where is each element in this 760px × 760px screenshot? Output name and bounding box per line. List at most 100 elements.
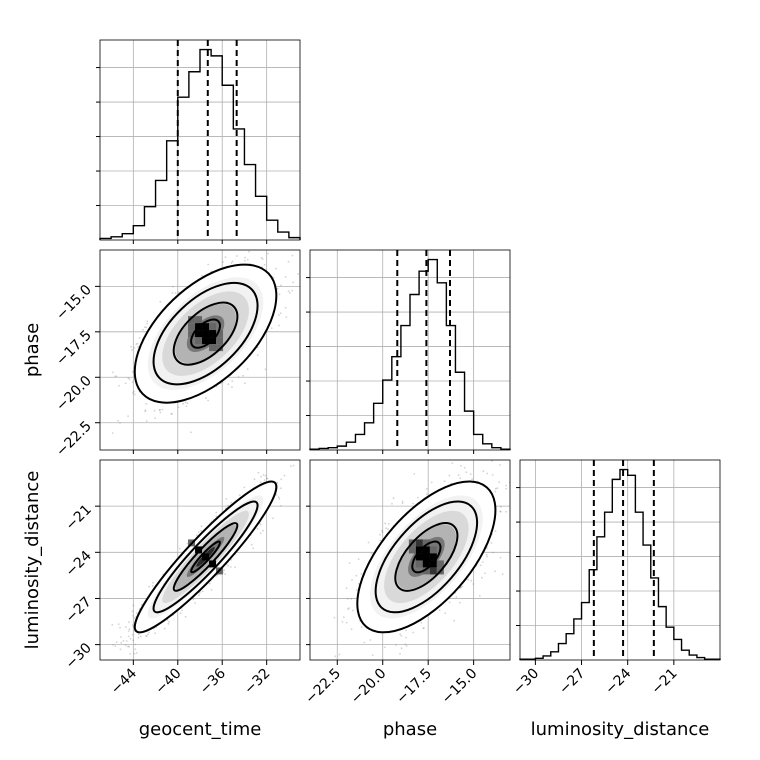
scatter-point bbox=[134, 648, 137, 651]
contour-level-2 bbox=[152, 500, 259, 614]
scatter-point bbox=[145, 402, 148, 405]
scatter-point bbox=[494, 487, 497, 490]
scatter-point bbox=[161, 408, 164, 411]
density-cell bbox=[188, 316, 196, 324]
scatter-point bbox=[237, 376, 240, 378]
scatter-point bbox=[252, 547, 255, 550]
density-cell bbox=[436, 560, 444, 568]
scatter-point bbox=[260, 256, 263, 259]
scatter-point bbox=[491, 460, 494, 462]
scatter-point bbox=[448, 601, 451, 604]
scatter-point bbox=[369, 639, 372, 641]
scatter-point bbox=[275, 267, 277, 270]
scatter-point bbox=[118, 384, 120, 387]
scatter-point bbox=[280, 478, 283, 481]
scatter-point bbox=[453, 619, 456, 622]
scatter-point bbox=[455, 596, 458, 598]
scatter-point bbox=[500, 506, 502, 508]
density-cell bbox=[429, 553, 437, 561]
scatter-point bbox=[458, 601, 461, 604]
scatter-point bbox=[297, 273, 299, 275]
scatter-point bbox=[350, 598, 353, 600]
scatter-point bbox=[499, 556, 502, 559]
x-axis-label-geocent_time: geocent_time bbox=[139, 719, 262, 740]
scatter-point bbox=[198, 591, 201, 594]
scatter-point bbox=[132, 639, 135, 642]
scatter-point bbox=[287, 260, 290, 263]
scatter-point bbox=[491, 474, 494, 476]
scatter-point bbox=[132, 392, 134, 394]
scatter-point bbox=[405, 636, 407, 639]
scatter-point bbox=[114, 375, 117, 378]
density-cell bbox=[202, 330, 210, 338]
density-cell bbox=[422, 553, 430, 561]
histogram-step-luminosity_distance bbox=[519, 468, 721, 660]
scatter-point bbox=[130, 345, 133, 348]
scatter-point bbox=[405, 645, 408, 647]
scatter-point bbox=[496, 487, 499, 489]
scatter-point bbox=[138, 337, 141, 339]
scatter-point bbox=[159, 300, 162, 303]
scatter-point bbox=[279, 312, 282, 315]
scatter-point bbox=[459, 477, 462, 479]
scatter-point bbox=[145, 420, 148, 423]
scatter-point bbox=[481, 576, 483, 579]
scatter-point bbox=[355, 574, 358, 577]
y-tick-label-luminosity_distance: −24 bbox=[63, 548, 95, 580]
scatter-point bbox=[280, 284, 282, 287]
scatter-point bbox=[287, 290, 290, 292]
scatter-point bbox=[385, 527, 387, 530]
scatter-point bbox=[229, 566, 232, 568]
scatter-point bbox=[346, 597, 349, 600]
density-cell bbox=[422, 567, 430, 575]
x-tick-label-luminosity_distance: −24 bbox=[602, 665, 634, 697]
scatter-point bbox=[492, 551, 494, 554]
scatter-point bbox=[244, 382, 246, 385]
scatter-point bbox=[134, 643, 137, 646]
density-cell bbox=[195, 337, 203, 345]
scatter-point bbox=[413, 473, 416, 475]
scatter-point bbox=[163, 627, 166, 630]
scatter-point bbox=[260, 475, 262, 478]
scatter-point bbox=[242, 374, 244, 377]
panel-frame bbox=[99, 249, 301, 451]
scatter-point bbox=[399, 633, 402, 635]
scatter-point bbox=[472, 583, 475, 585]
contour-level-3 bbox=[356, 480, 497, 634]
scatter-point bbox=[227, 565, 230, 567]
scatter-content bbox=[333, 460, 510, 658]
scatter-point bbox=[360, 626, 363, 628]
scatter-point bbox=[128, 378, 131, 381]
scatter-panel-geocent_time-phase bbox=[99, 249, 301, 451]
scatter-point bbox=[334, 655, 337, 658]
scatter-point bbox=[417, 496, 419, 499]
scatter-point bbox=[482, 470, 485, 473]
x-axis-label-phase: phase bbox=[383, 719, 437, 740]
scatter-point bbox=[290, 465, 292, 467]
scatter-point bbox=[146, 322, 148, 325]
scatter-point bbox=[225, 498, 228, 500]
scatter-point bbox=[261, 258, 264, 260]
scatter-point bbox=[350, 628, 353, 631]
density-cell bbox=[209, 344, 217, 352]
x-tick-label-geocent_time: −32 bbox=[241, 666, 273, 698]
scatter-point bbox=[341, 621, 344, 623]
scatter-point bbox=[210, 588, 213, 591]
scatter-point bbox=[283, 474, 286, 477]
scatter-point bbox=[357, 558, 360, 560]
scatter-point bbox=[177, 406, 180, 409]
contour-level-1 bbox=[172, 522, 239, 592]
contour-level-2 bbox=[152, 281, 259, 386]
scatter-point bbox=[224, 256, 227, 259]
scatter-point bbox=[401, 500, 404, 503]
scatter-point bbox=[501, 573, 504, 576]
scatter-point bbox=[135, 343, 138, 345]
scatter-point bbox=[266, 477, 269, 480]
scatter-point bbox=[154, 417, 157, 419]
scatter-point bbox=[131, 370, 134, 373]
scatter-point bbox=[494, 570, 496, 573]
scatter-point bbox=[222, 261, 224, 263]
scatter-point bbox=[342, 616, 345, 618]
density-cell bbox=[415, 560, 423, 568]
